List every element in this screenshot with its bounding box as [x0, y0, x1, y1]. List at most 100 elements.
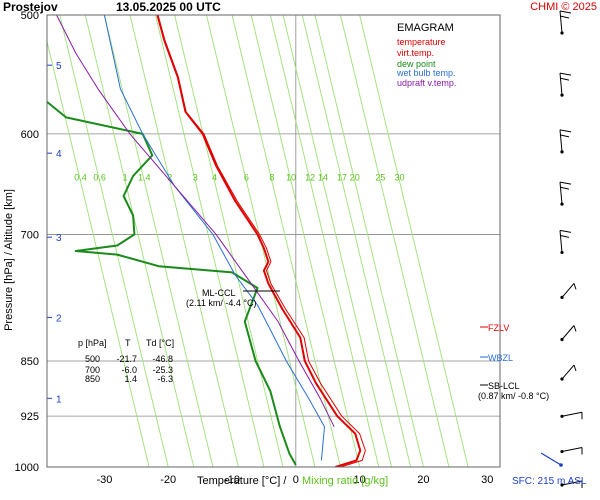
- legend-title: EMAGRAM: [397, 22, 454, 34]
- mixing-ratio-line: [103, 15, 214, 467]
- mixing-ratio-label: 25: [375, 173, 385, 183]
- wind-barb: [559, 72, 572, 97]
- table-header-p: p [hPa]: [78, 338, 107, 348]
- mixing-ratio-line: [282, 15, 392, 467]
- level-table: p [hPa] T Td [°C] 500 -21.7 -46.8 700 -6…: [78, 338, 174, 384]
- table-cell: -21.7: [116, 354, 137, 364]
- mixing-ratio-label: 6: [244, 173, 249, 183]
- mixing-ratio-line: [155, 15, 265, 467]
- table-cell: -46.8: [152, 354, 173, 364]
- wbzl-label: WBZL: [488, 353, 513, 363]
- mixing-ratio-line: [174, 15, 284, 467]
- table-cell: -25.3: [152, 365, 173, 375]
- wind-barb-feather: [559, 234, 570, 238]
- mixing-ratio-line: [47, 39, 150, 467]
- mixing-ratio-label: 17: [337, 173, 347, 183]
- pressure-tick-label: 700: [21, 229, 39, 241]
- sb-lcl-value: (0.87 km/ -0.8 °C): [478, 391, 549, 401]
- wind-barb: [560, 447, 583, 455]
- mixing-ratio-label: 14: [318, 173, 328, 183]
- surface-wind-barb: [540, 452, 562, 466]
- legend-item-virt-temp: virt.temp.: [397, 48, 434, 58]
- wind-barb-staff: [561, 480, 583, 486]
- fzlv-label: FZLV: [488, 323, 509, 333]
- mixing-ratio-lines: 0.4 0.6 1 1.4 2 3 4 6 8 10 12 14 17 20 25 30: [47, 15, 469, 467]
- udpraft-curve: [56, 15, 335, 427]
- wind-barb-feather: [559, 77, 570, 81]
- fzlv-annotation: FZLV: [480, 323, 509, 333]
- mixing-ratio-label: 8: [269, 173, 274, 183]
- temperature-tick-label: 0: [293, 474, 299, 486]
- temperature-tick-label: 30: [481, 474, 493, 486]
- ml-ccl-value: (2.11 km/ -4.4 °C): [186, 298, 256, 308]
- wind-barb-staff: [559, 10, 563, 34]
- mixing-ratio-label: 1.4: [138, 173, 151, 183]
- pressure-tick-label: 850: [21, 356, 39, 368]
- wind-barb-staff: [559, 230, 563, 253]
- altitude-tick-label: 1: [56, 394, 62, 405]
- x-axis-label-temperature: Temperature [°C] /: [197, 475, 287, 487]
- pressure-tick-label: 925: [21, 411, 39, 423]
- surface-wind-station: [559, 463, 563, 467]
- altitude-tick-label: 2: [56, 313, 62, 324]
- virtual-temperature-curve: [157, 15, 366, 467]
- wind-barb-feather: [573, 325, 577, 332]
- altitude-tick-label: 5: [56, 61, 62, 72]
- table-cell: 500: [85, 354, 100, 364]
- temperature-tick-label: 10: [354, 474, 366, 486]
- mixing-ratio-line: [59, 15, 169, 467]
- table-header-td: Td [°C]: [146, 338, 174, 348]
- wind-barb-feather: [573, 364, 577, 372]
- table-header-t: T: [125, 338, 131, 348]
- station-name: Prostejov: [3, 0, 58, 14]
- wind-barb-staff: [561, 411, 583, 417]
- wbzl-annotation: WBZL: [480, 353, 513, 363]
- mixing-ratio-label: 4: [212, 173, 217, 183]
- wind-barb-feather: [559, 134, 570, 138]
- wind-barb-feather: [559, 10, 572, 14]
- legend-item-udpraft: udpraft v.temp.: [397, 78, 456, 88]
- wind-barb-staff: [561, 364, 575, 380]
- pressure-tick-label: 500: [21, 10, 39, 22]
- y-axis-label: Pressure [hPa] / Altitude [km]: [3, 189, 15, 331]
- temperature-tick-label: -30: [96, 474, 112, 486]
- wind-barb-feather: [559, 72, 572, 76]
- mixing-ratio-line: [314, 15, 424, 467]
- x-axis-label-mixing-ratio: Mixing ratio [g/kg]: [302, 475, 388, 487]
- legend-item-wet-bulb: wet bulb temp.: [396, 68, 456, 78]
- legend-item-temperature: temperature: [397, 37, 446, 47]
- wind-barb-staff: [559, 129, 563, 152]
- wind-barb: [560, 283, 577, 300]
- station-elevation: SFC: 215 m ASL: [512, 476, 587, 487]
- mixing-ratio-label: 10: [286, 173, 296, 183]
- mixing-ratio-label: 3: [193, 173, 198, 183]
- wind-barb-feather: [573, 283, 577, 290]
- ml-ccl-label: ML-CCL: [202, 288, 236, 298]
- table-cell: 850: [85, 374, 100, 384]
- mixing-ratio-line: [359, 15, 469, 467]
- wind-barb-feather: [559, 15, 570, 19]
- mixing-ratio-label: 1: [123, 173, 128, 183]
- wind-barb: [559, 229, 572, 255]
- altitude-tick-label: 3: [56, 233, 62, 244]
- wind-barbs: [540, 10, 583, 488]
- credit-text: CHMI © 2025: [530, 1, 597, 13]
- plot-frame: [46, 14, 501, 468]
- wind-barb-feather: [559, 186, 570, 190]
- temperature-tick-label: -20: [160, 474, 176, 486]
- wind-barb: [560, 364, 577, 381]
- legend: EMAGRAM temperature virt.temp. dew point…: [396, 22, 456, 88]
- mixing-ratio-line: [269, 15, 380, 467]
- sb-lcl-annotation: SB-LCL (0.87 km/ -0.8 °C): [478, 381, 549, 401]
- pressure-tick-label: 600: [21, 129, 39, 141]
- mixing-ratio-line: [129, 15, 239, 467]
- mixing-ratio-label: 0.6: [93, 173, 106, 183]
- mixing-ratio-line: [340, 15, 450, 467]
- wind-barb: [560, 325, 577, 342]
- legend-item-dew-point: dew point: [397, 59, 436, 69]
- altitude-tick-label: 4: [56, 149, 62, 160]
- wind-barb: [560, 411, 583, 420]
- wind-barb-feather: [559, 181, 572, 185]
